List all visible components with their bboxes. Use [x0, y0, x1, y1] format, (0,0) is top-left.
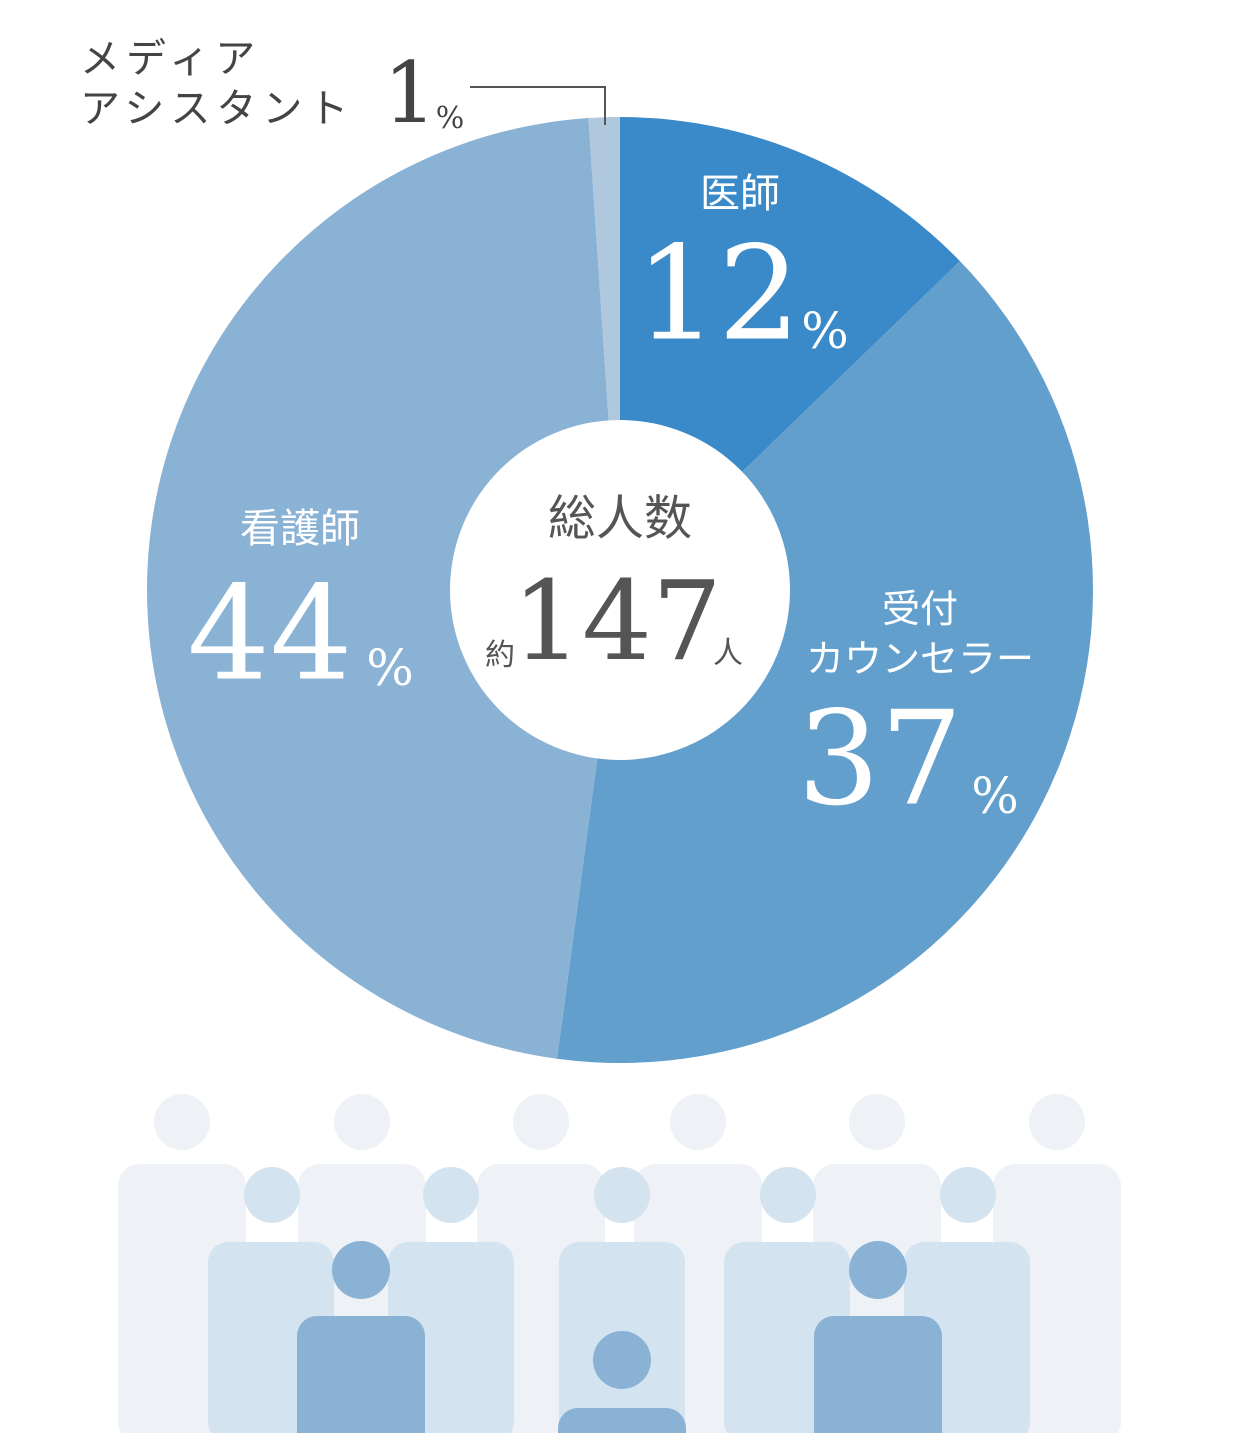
value-unit: %: [971, 767, 1019, 825]
total-unit: 人: [713, 636, 743, 671]
value-unit: %: [366, 639, 414, 697]
center-title: 総人数: [548, 491, 692, 547]
slice-label: 医師: [700, 171, 780, 217]
value-unit: %: [801, 302, 849, 360]
total-prefix: 約: [485, 638, 515, 673]
pie: [146, 117, 1093, 1064]
leader-line: [470, 86, 606, 125]
value-label: 12: [635, 218, 800, 370]
pie-slice: [556, 261, 1093, 1064]
slice-label: メディアアシスタント: [80, 36, 354, 132]
value-unit: %: [436, 101, 465, 136]
people-illustration: [118, 1094, 1121, 1433]
value-label: 1: [383, 44, 436, 142]
value-label: 44: [187, 558, 352, 710]
pie-slice: [146, 118, 620, 1059]
center-circle: [450, 420, 790, 760]
value-label: 37: [797, 683, 962, 835]
slice-label: 看護師: [240, 506, 360, 552]
total-value: 147: [512, 557, 722, 685]
slice-label: 受付カウンセラー: [806, 587, 1034, 681]
